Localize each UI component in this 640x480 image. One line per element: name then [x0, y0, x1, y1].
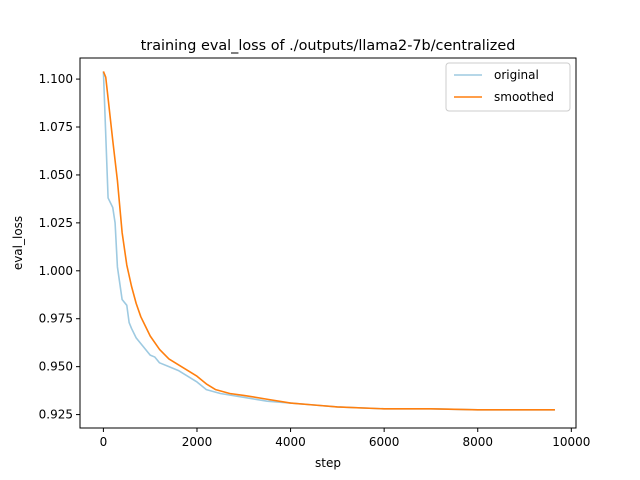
x-tick-label: 2000 — [182, 435, 213, 449]
y-axis: 0.925 0.950 0.975 1.000 1.025 1.050 1.075 1.100 — [39, 72, 80, 422]
y-axis-label: eval_loss — [11, 216, 25, 270]
y-tick-label: 1.025 — [39, 216, 73, 230]
chart-title: training eval_loss of ./outputs/llama2-7… — [141, 38, 516, 54]
x-axis-label: step — [315, 456, 341, 470]
x-tick-label: 0 — [100, 435, 108, 449]
y-tick-label: 1.050 — [39, 168, 73, 182]
legend: original smoothed — [445, 62, 571, 112]
legend-label-original: original — [494, 68, 539, 82]
x-axis: 0 2000 4000 6000 8000 10000 — [100, 428, 590, 449]
y-tick-label: 0.950 — [39, 360, 73, 374]
y-tick-label: 1.075 — [39, 120, 73, 134]
x-tick-label: 10000 — [552, 435, 590, 449]
y-tick-label: 1.100 — [39, 72, 73, 86]
y-tick-label: 0.975 — [39, 312, 73, 326]
x-tick-label: 4000 — [275, 435, 306, 449]
x-tick-label: 6000 — [369, 435, 400, 449]
series-layer — [102, 71, 555, 411]
y-tick-label: 0.925 — [39, 408, 73, 422]
legend-label-smoothed: smoothed — [494, 90, 554, 104]
plot-frame — [79, 57, 577, 429]
y-tick-label: 1.000 — [39, 264, 73, 278]
x-tick-label: 8000 — [462, 435, 493, 449]
series-line-smoothed — [102, 71, 555, 411]
